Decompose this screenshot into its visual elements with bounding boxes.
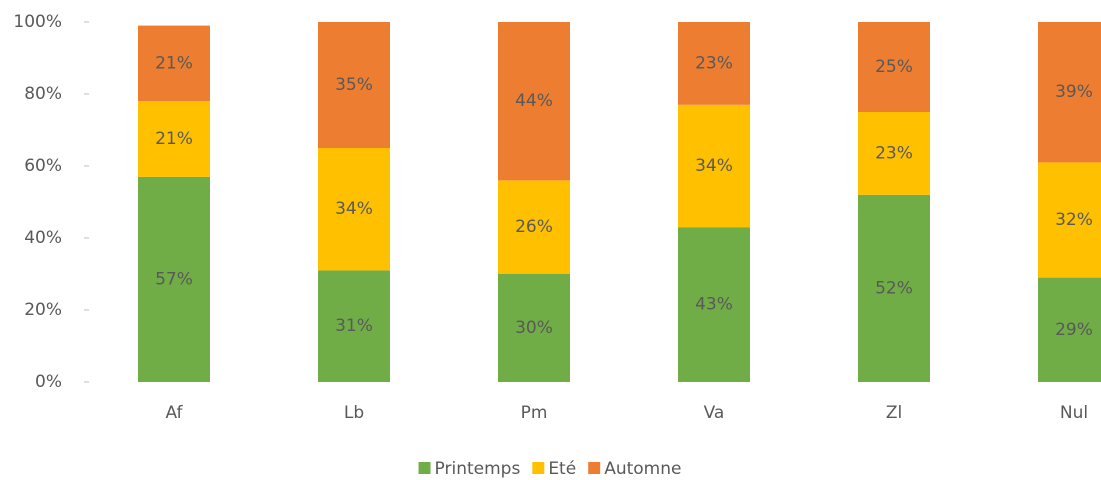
- data-label: 39%: [1055, 82, 1093, 102]
- bar-segment: [678, 22, 750, 105]
- y-tick-label: 20%: [24, 300, 62, 320]
- bar-segment: [138, 176, 210, 382]
- y-tick-label: 100%: [13, 12, 62, 32]
- data-label: 21%: [155, 53, 193, 73]
- bar-segment: [858, 194, 930, 382]
- legend-label: Automne: [604, 459, 681, 479]
- data-label: 57%: [155, 269, 193, 289]
- bar-segment: [1038, 162, 1101, 278]
- x-tick-label: Pm: [521, 403, 548, 423]
- data-label: 34%: [335, 199, 373, 219]
- bar-segment: [1038, 277, 1101, 382]
- data-label: 31%: [335, 316, 373, 336]
- data-label: 26%: [515, 217, 553, 237]
- bar-segment: [318, 22, 390, 148]
- bar-segment: [498, 274, 570, 382]
- bar-segment: [498, 180, 570, 274]
- bar-segment: [858, 22, 930, 112]
- x-tick-label: Va: [704, 403, 725, 423]
- bar-segment: [858, 112, 930, 195]
- y-tick-label: 40%: [24, 228, 62, 248]
- data-label: 52%: [875, 278, 913, 298]
- data-label: 25%: [875, 57, 913, 77]
- data-label: 23%: [695, 53, 733, 73]
- bar-segment: [318, 148, 390, 271]
- bar-segment: [498, 22, 570, 181]
- x-tick-label: Lb: [344, 403, 364, 423]
- legend-swatch: [532, 462, 545, 474]
- bar-segment: [138, 25, 210, 102]
- bar-segment: [318, 270, 390, 382]
- data-label: 43%: [695, 295, 733, 315]
- y-tick-label: 80%: [24, 84, 62, 104]
- legend-label: Printemps: [435, 459, 521, 479]
- data-label: 35%: [335, 75, 373, 95]
- x-tick-label: Af: [165, 403, 183, 423]
- x-tick-label: Nul: [1060, 403, 1088, 423]
- bar-segment: [678, 104, 750, 228]
- data-label: 44%: [515, 91, 553, 111]
- legend-swatch: [588, 462, 601, 474]
- bar-segment: [678, 227, 750, 382]
- x-tick-label: Zl: [886, 403, 902, 423]
- data-label: 23%: [875, 143, 913, 163]
- legend-swatch: [418, 462, 431, 474]
- data-label: 21%: [155, 129, 193, 149]
- data-label: 30%: [515, 318, 553, 338]
- data-label: 34%: [695, 156, 733, 176]
- data-label: 29%: [1055, 320, 1093, 340]
- y-tick-label: 0%: [35, 372, 62, 392]
- bar-segment: [138, 101, 210, 177]
- y-tick-label: 60%: [24, 156, 62, 176]
- data-label: 32%: [1055, 210, 1093, 230]
- bar-segment: [1038, 22, 1101, 163]
- legend-label: Eté: [548, 459, 576, 479]
